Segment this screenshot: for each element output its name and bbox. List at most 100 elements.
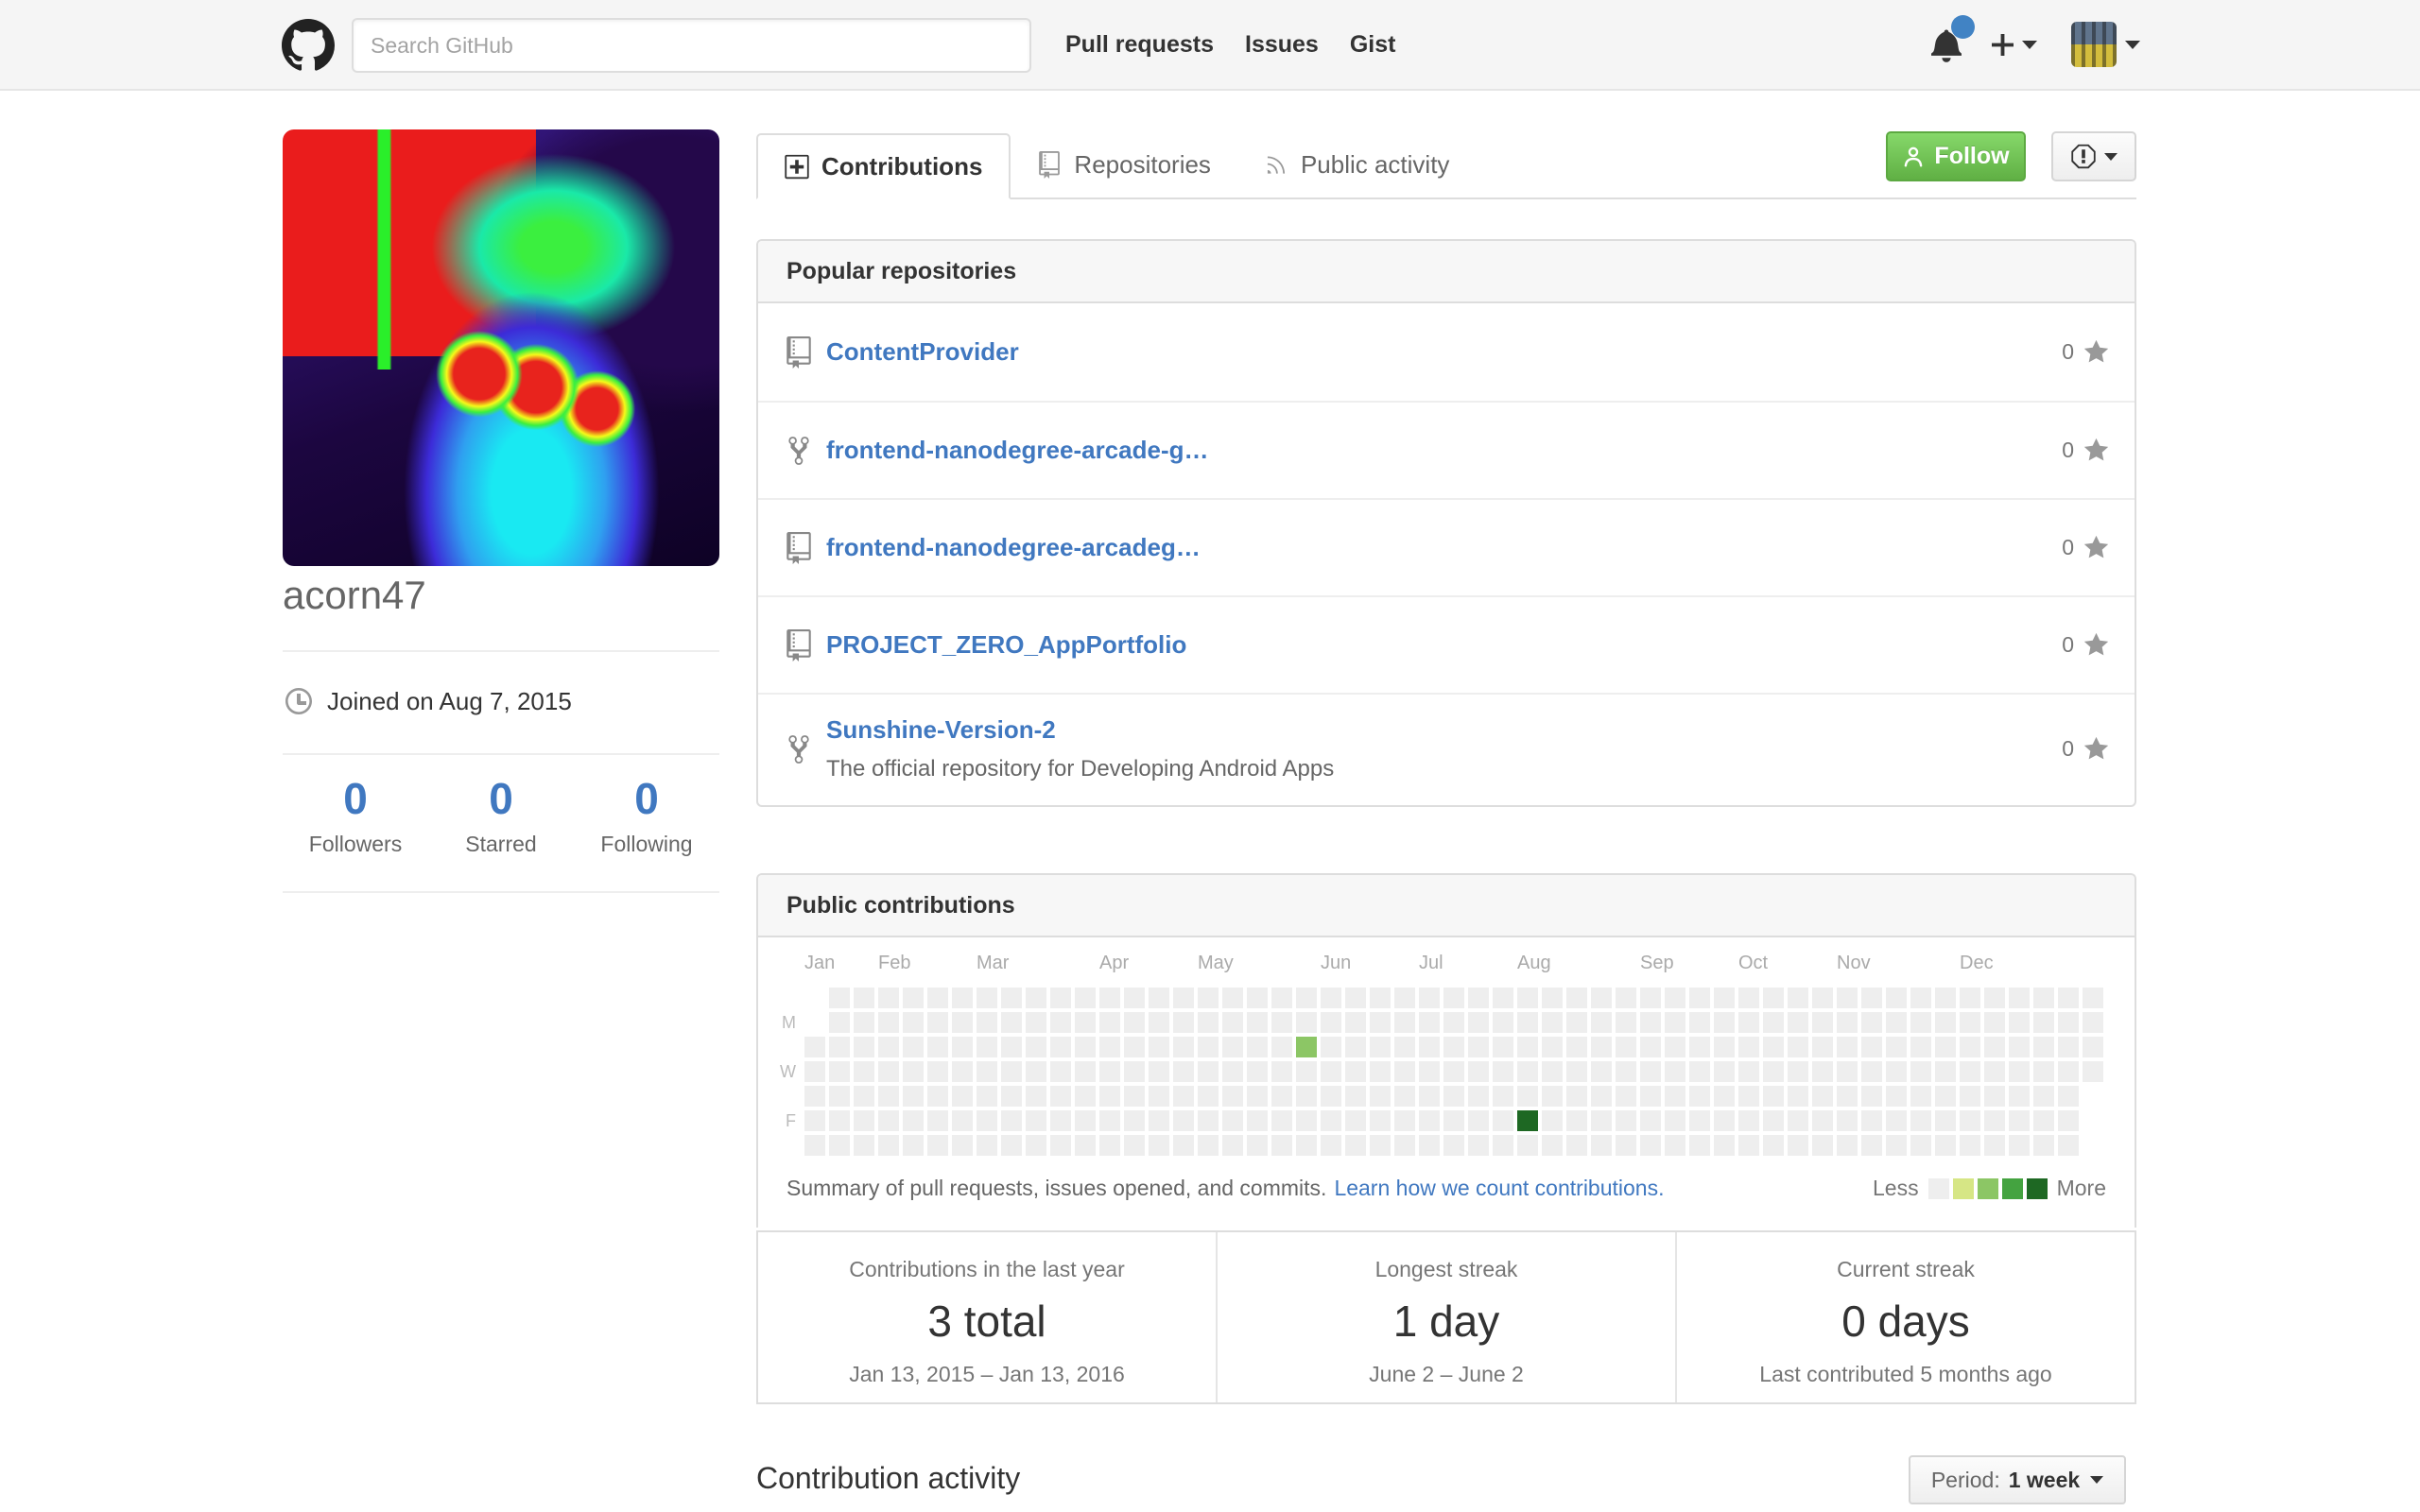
contribution-cell [829,1061,850,1082]
contribution-cell [1837,1086,1858,1107]
search-input[interactable] [352,18,1031,73]
contribution-cell [1616,1086,1636,1107]
contribution-cell [952,988,973,1008]
contribution-cell [1591,1086,1612,1107]
contribution-cell [1689,1012,1710,1033]
contribution-cell [1075,1037,1096,1057]
contribution-cell [1591,1012,1612,1033]
user-menu-button[interactable] [2071,22,2140,67]
repo-link[interactable]: frontend-nanodegree-arcade-g… [826,436,1209,464]
contribution-cell [903,1110,924,1131]
contribution-cell [1321,1061,1341,1082]
repo-row: Sunshine-Version-2 The official reposito… [758,693,2135,805]
contribution-cell [1542,1061,1563,1082]
legend-swatch [1977,1177,1998,1199]
contribution-cell [1493,1061,1513,1082]
contribution-cell [977,1135,997,1156]
contribution-cell [952,1086,973,1107]
contribution-cell [878,1012,899,1033]
tab-repositories[interactable]: Repositories [1011,131,1237,198]
tab-label: Repositories [1074,149,1211,179]
contribution-cell [1738,1037,1759,1057]
report-dropdown-button[interactable] [2051,131,2136,181]
contribution-cell [829,1037,850,1057]
contribution-cell [1886,1135,1907,1156]
star-count-value: 0 [2062,736,2074,761]
contribution-cell [1050,1135,1071,1156]
tab-contributions[interactable]: Contributions [756,133,1011,199]
repo-star-count[interactable]: 0 [2062,437,2110,464]
contribution-cell [1345,1135,1366,1156]
github-logo-icon[interactable] [282,19,335,72]
contribution-cell [854,1037,874,1057]
repo-link[interactable]: ContentProvider [826,337,1019,366]
repo-star-count[interactable]: 0 [2062,735,2110,763]
contribution-cell [1812,1061,1833,1082]
contribution-cell [1222,1135,1243,1156]
repo-row: PROJECT_ZERO_AppPortfolio 0 [758,595,2135,693]
counter-starred[interactable]: 0 Starred [428,773,574,857]
contribution-cell [1173,1061,1194,1082]
count-contributions-link[interactable]: Learn how we count contributions. [1334,1176,1665,1200]
repo-link[interactable]: Sunshine-Version-2 [826,715,1056,744]
contribution-cell [1616,1012,1636,1033]
repo-link[interactable]: PROJECT_ZERO_AppPortfolio [826,630,1187,659]
contribution-cell [1542,1086,1563,1107]
nav-link-pull-requests[interactable]: Pull requests [1065,30,1214,58]
contribution-cell [1616,988,1636,1008]
contribution-cell [1493,1110,1513,1131]
contribution-cell [1468,1086,1489,1107]
contribution-cell [1837,1012,1858,1033]
contribution-cell [1001,1037,1022,1057]
nav-link-gist[interactable]: Gist [1349,30,1396,58]
repo-star-count[interactable]: 0 [2062,631,2110,659]
contribution-cell [1861,988,1882,1008]
contribution-cell [1837,1110,1858,1131]
star-icon [2083,632,2109,656]
contribution-cell [1665,1037,1685,1057]
repo-link[interactable]: frontend-nanodegree-arcadeg… [826,533,1201,561]
contribution-cell [1566,1061,1587,1082]
contribution-cell [2033,988,2054,1008]
period-dropdown-button[interactable]: Period: 1 week [1909,1455,2126,1504]
contribution-cell [2083,1012,2103,1033]
tab-public-activity[interactable]: Public activity [1237,131,1477,198]
contribution-cell [1198,1037,1219,1057]
contribution-cell [878,1037,899,1057]
counter-label: Following [600,832,693,856]
contribution-cell [1493,1086,1513,1107]
contribution-cell [1788,1061,1808,1082]
repo-row: frontend-nanodegree-arcadeg… 0 [758,498,2135,595]
contribution-legend: Less More [1873,1176,2106,1201]
contribution-cell [854,1135,874,1156]
legend-more-label: More [2056,1176,2106,1200]
profile-avatar-image[interactable] [283,129,719,566]
contribution-cell [1935,1037,1956,1057]
contribution-cell [804,1135,825,1156]
create-new-button[interactable] [1992,30,2037,60]
contribution-cell [1247,1135,1268,1156]
counter-followers[interactable]: 0 Followers [283,773,428,857]
contribution-cell [1370,1086,1391,1107]
contribution-cell [903,1086,924,1107]
repo-star-count[interactable]: 0 [2062,338,2110,366]
stat-value: 1 day [1392,1297,1500,1346]
contribution-cell [1935,1110,1956,1131]
contribution-cell [1861,1061,1882,1082]
contribution-cell [1050,1012,1071,1033]
contribution-cell [1763,1086,1784,1107]
repo-star-count[interactable]: 0 [2062,534,2110,561]
contribution-cell [2009,988,2030,1008]
contribution-cell [1886,1086,1907,1107]
contribution-cell [1247,1061,1268,1082]
nav-link-issues[interactable]: Issues [1245,30,1319,58]
contribution-cell [1124,1037,1145,1057]
notifications-button[interactable] [1931,14,1975,62]
follow-button[interactable]: Follow [1886,131,2026,181]
contribution-cell [1075,1110,1096,1131]
contribution-cell [1812,988,1833,1008]
contribution-cell [1468,1037,1489,1057]
counter-following[interactable]: 0 Following [574,773,719,857]
contribution-cell [927,1086,948,1107]
contribution-calendar: Jan Feb Mar Apr May Jun Jul Aug Sep Oct Nov Dec M W F [758,937,2135,1174]
